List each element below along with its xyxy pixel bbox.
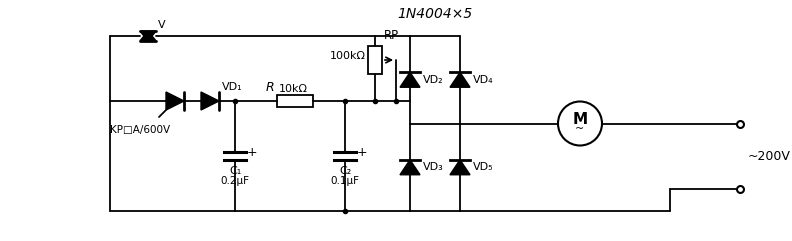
Polygon shape bbox=[400, 160, 420, 175]
Text: KP□A/600V: KP□A/600V bbox=[110, 125, 170, 135]
Text: RP: RP bbox=[384, 29, 399, 42]
Text: 0.1μF: 0.1μF bbox=[330, 176, 360, 186]
Text: R: R bbox=[265, 81, 274, 94]
Text: VD₂: VD₂ bbox=[423, 75, 444, 85]
Polygon shape bbox=[450, 160, 470, 175]
Text: VD₅: VD₅ bbox=[473, 162, 493, 172]
Polygon shape bbox=[450, 72, 470, 87]
Text: 1N4004×5: 1N4004×5 bbox=[398, 7, 473, 21]
Text: VD₃: VD₃ bbox=[423, 162, 444, 172]
Polygon shape bbox=[400, 72, 420, 87]
Text: VD₁: VD₁ bbox=[222, 82, 242, 92]
Text: ~: ~ bbox=[575, 123, 584, 134]
Polygon shape bbox=[140, 31, 156, 41]
Text: VD₄: VD₄ bbox=[473, 75, 493, 85]
Text: V: V bbox=[158, 20, 166, 30]
Text: C₂: C₂ bbox=[339, 166, 351, 176]
Text: ~200V: ~200V bbox=[748, 150, 791, 163]
Text: M: M bbox=[573, 112, 588, 127]
Polygon shape bbox=[201, 92, 219, 110]
Text: 0.2μF: 0.2μF bbox=[220, 176, 249, 186]
Text: +: + bbox=[357, 146, 367, 159]
Text: +: + bbox=[247, 146, 257, 159]
Polygon shape bbox=[166, 92, 184, 110]
Polygon shape bbox=[140, 31, 156, 41]
Text: 100kΩ: 100kΩ bbox=[330, 51, 366, 61]
Text: 10kΩ: 10kΩ bbox=[279, 84, 308, 94]
Text: C₁: C₁ bbox=[229, 166, 241, 176]
